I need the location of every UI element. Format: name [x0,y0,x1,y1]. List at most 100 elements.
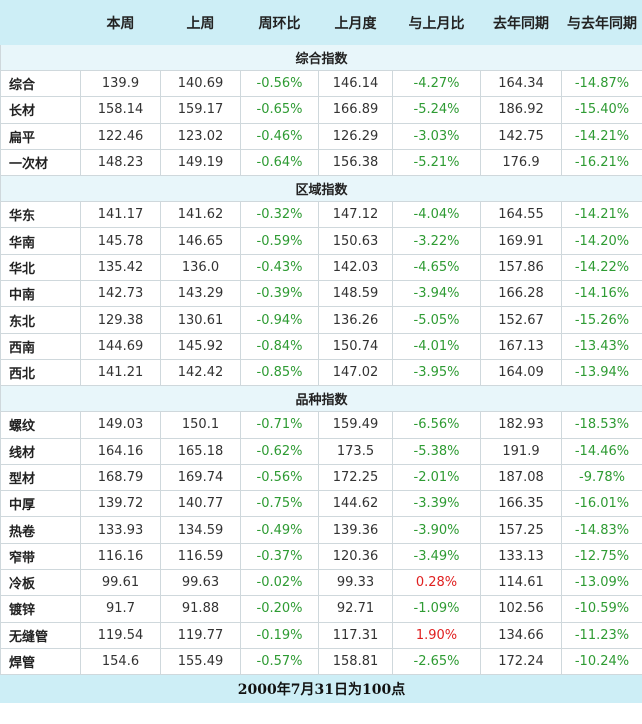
cell-last-month: 147.12 [318,201,393,229]
cell-last-week: 149.19 [160,148,241,177]
table-row: 焊管 154.6 155.49 -0.57% 158.81 -2.65% 172.24 -10… [0,647,642,676]
cell-week-over-week: -0.46% [240,122,319,150]
table-row: 冷板 99.61 99.63 -0.02% 99.33 0.28% 114.61 -13.09… [0,569,642,597]
cell-this-week: 139.72 [80,490,161,518]
table-row: 西北 141.21 142.42 -0.85% 147.02 -3.95% 164.09 -1… [0,358,642,387]
row-label: 西北 [0,358,81,387]
cell-last-week: 134.59 [160,516,241,544]
cell-last-year: 164.34 [480,69,562,98]
cell-this-week: 158.14 [80,96,161,124]
table-row: 华北 135.42 136.0 -0.43% 142.03 -4.65% 157.86 -14… [0,253,642,282]
cell-last-month: 144.62 [318,490,393,518]
cell-year-over-year: -14.46% [561,437,642,465]
row-label: 冷板 [0,569,81,597]
header-week-over-week: 周环比 [240,0,319,45]
cell-week-over-week: -0.49% [240,516,319,544]
cell-last-week: 145.92 [160,332,241,360]
cell-last-month: 166.89 [318,96,393,124]
row-label: 中厚 [0,490,81,518]
cell-month-over-month: -2.01% [392,463,481,492]
cell-month-over-month: -6.56% [392,411,481,439]
cell-week-over-week: -0.75% [240,490,319,518]
cell-year-over-year: -16.21% [561,148,642,177]
cell-this-week: 141.17 [80,201,161,229]
cell-year-over-year: -10.24% [561,647,642,676]
section-title: 综合指数 [0,44,642,71]
table-row: 螺纹 149.03 150.1 -0.71% 159.49 -6.56% 182.93 -18… [0,411,642,439]
table-row: 镀锌 91.7 91.88 -0.20% 92.71 -1.09% 102.56 -10.59… [0,595,642,623]
cell-this-week: 122.46 [80,122,161,150]
cell-last-week: 91.88 [160,595,241,623]
header-last-week: 上周 [160,0,241,45]
cell-last-year: 133.13 [480,542,562,571]
header-last-year: 去年同期 [480,0,562,45]
cell-week-over-week: -0.39% [240,280,319,308]
cell-month-over-month: -3.95% [392,358,481,387]
cell-last-week: 136.0 [160,253,241,282]
cell-year-over-year: -13.43% [561,332,642,360]
cell-year-over-year: -11.23% [561,621,642,649]
row-label: 东北 [0,306,81,334]
cell-year-over-year: -14.21% [561,201,642,229]
cell-last-week: 140.69 [160,69,241,98]
cell-last-week: 159.17 [160,96,241,124]
cell-last-year: 166.28 [480,280,562,308]
cell-last-month: 158.81 [318,647,393,676]
cell-last-month: 150.63 [318,227,393,255]
cell-last-year: 172.24 [480,647,562,676]
cell-this-week: 154.6 [80,647,161,676]
section-header-row: 品种指数 [0,385,642,413]
cell-this-week: 148.23 [80,148,161,177]
base-date-note: 2000年7月31日为100点 [0,674,642,704]
cell-last-month: 92.71 [318,595,393,623]
header-year-over-year: 与去年同期 [561,0,642,45]
cell-year-over-year: -18.53% [561,411,642,439]
cell-last-year: 134.66 [480,621,562,649]
row-label: 无缝管 [0,621,81,649]
cell-month-over-month: -5.24% [392,96,481,124]
row-label: 热卷 [0,516,81,544]
header-blank-cell [0,0,81,45]
cell-this-week: 139.9 [80,69,161,98]
cell-month-over-month: -2.65% [392,647,481,676]
cell-last-year: 157.86 [480,253,562,282]
row-label: 华南 [0,227,81,255]
table-row: 华东 141.17 141.62 -0.32% 147.12 -4.04% 164.55 -1… [0,201,642,229]
header-last-month: 上月度 [318,0,393,45]
cell-last-week: 140.77 [160,490,241,518]
cell-week-over-week: -0.43% [240,253,319,282]
cell-last-week: 155.49 [160,647,241,676]
cell-last-year: 142.75 [480,122,562,150]
cell-this-week: 149.03 [80,411,161,439]
cell-month-over-month: -3.90% [392,516,481,544]
cell-this-week: 116.16 [80,542,161,571]
section-title: 品种指数 [0,385,642,413]
cell-last-year: 186.92 [480,96,562,124]
cell-last-month: 136.26 [318,306,393,334]
table-row: 一次材 148.23 149.19 -0.64% 156.38 -5.21% 176.9 -1… [0,148,642,177]
cell-last-month: 173.5 [318,437,393,465]
header-this-week: 本周 [80,0,161,45]
cell-year-over-year: -15.40% [561,96,642,124]
cell-year-over-year: -16.01% [561,490,642,518]
cell-last-month: 172.25 [318,463,393,492]
cell-this-week: 142.73 [80,280,161,308]
cell-last-year: 169.91 [480,227,562,255]
cell-last-week: 142.42 [160,358,241,387]
cell-this-week: 141.21 [80,358,161,387]
cell-this-week: 91.7 [80,595,161,623]
cell-year-over-year: -13.09% [561,569,642,597]
cell-week-over-week: -0.65% [240,96,319,124]
cell-month-over-month: 0.28% [392,569,481,597]
table-row: 中南 142.73 143.29 -0.39% 148.59 -3.94% 166.28 -1… [0,280,642,308]
cell-last-year: 157.25 [480,516,562,544]
cell-year-over-year: -14.87% [561,69,642,98]
cell-week-over-week: -0.32% [240,201,319,229]
cell-week-over-week: -0.71% [240,411,319,439]
cell-week-over-week: -0.62% [240,437,319,465]
cell-year-over-year: -14.20% [561,227,642,255]
steel-price-index-table: 本周 上周 周环比 上月度 与上月比 去年同期 与去年同期 综合指数 综合 139.… [0,0,642,704]
table-row: 东北 129.38 130.61 -0.94% 136.26 -5.05% 152.67 -1… [0,306,642,334]
row-label: 扁平 [0,122,81,150]
cell-week-over-week: -0.02% [240,569,319,597]
